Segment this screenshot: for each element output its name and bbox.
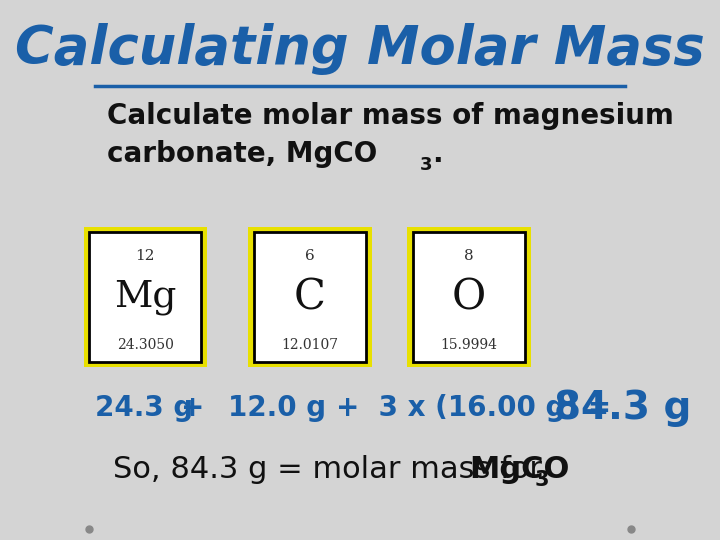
Text: 12.0107: 12.0107: [282, 338, 338, 352]
Text: 12: 12: [135, 248, 155, 262]
Text: 84.3 g: 84.3 g: [554, 389, 691, 427]
Text: .: .: [432, 140, 442, 168]
Text: 3: 3: [420, 156, 433, 174]
Bar: [407, 227, 531, 367]
Text: MgCO: MgCO: [469, 455, 570, 484]
Bar: [248, 227, 372, 367]
Text: 24.3050: 24.3050: [117, 338, 174, 352]
Text: +: +: [181, 394, 204, 422]
Text: Calculate molar mass of magnesium: Calculate molar mass of magnesium: [107, 102, 674, 130]
Bar: [254, 232, 366, 362]
Bar: [89, 232, 201, 362]
Text: 15.9994: 15.9994: [441, 338, 498, 352]
Text: C: C: [294, 276, 326, 318]
Text: +  3 x (16.00 g) =: + 3 x (16.00 g) =: [336, 394, 611, 422]
Text: Calculating Molar Mass: Calculating Molar Mass: [15, 23, 705, 75]
Text: Mg: Mg: [114, 279, 176, 315]
Text: 12.0 g: 12.0 g: [228, 394, 325, 422]
Text: So, 84.3 g = molar mass for: So, 84.3 g = molar mass for: [113, 455, 552, 484]
Text: 8: 8: [464, 248, 474, 262]
Bar: [413, 232, 525, 362]
Text: carbonate, MgCO: carbonate, MgCO: [107, 140, 377, 168]
Text: 6: 6: [305, 248, 315, 262]
Text: 24.3 g: 24.3 g: [95, 394, 194, 422]
Text: 3: 3: [534, 469, 549, 490]
Text: O: O: [451, 276, 486, 318]
Bar: [84, 227, 207, 367]
